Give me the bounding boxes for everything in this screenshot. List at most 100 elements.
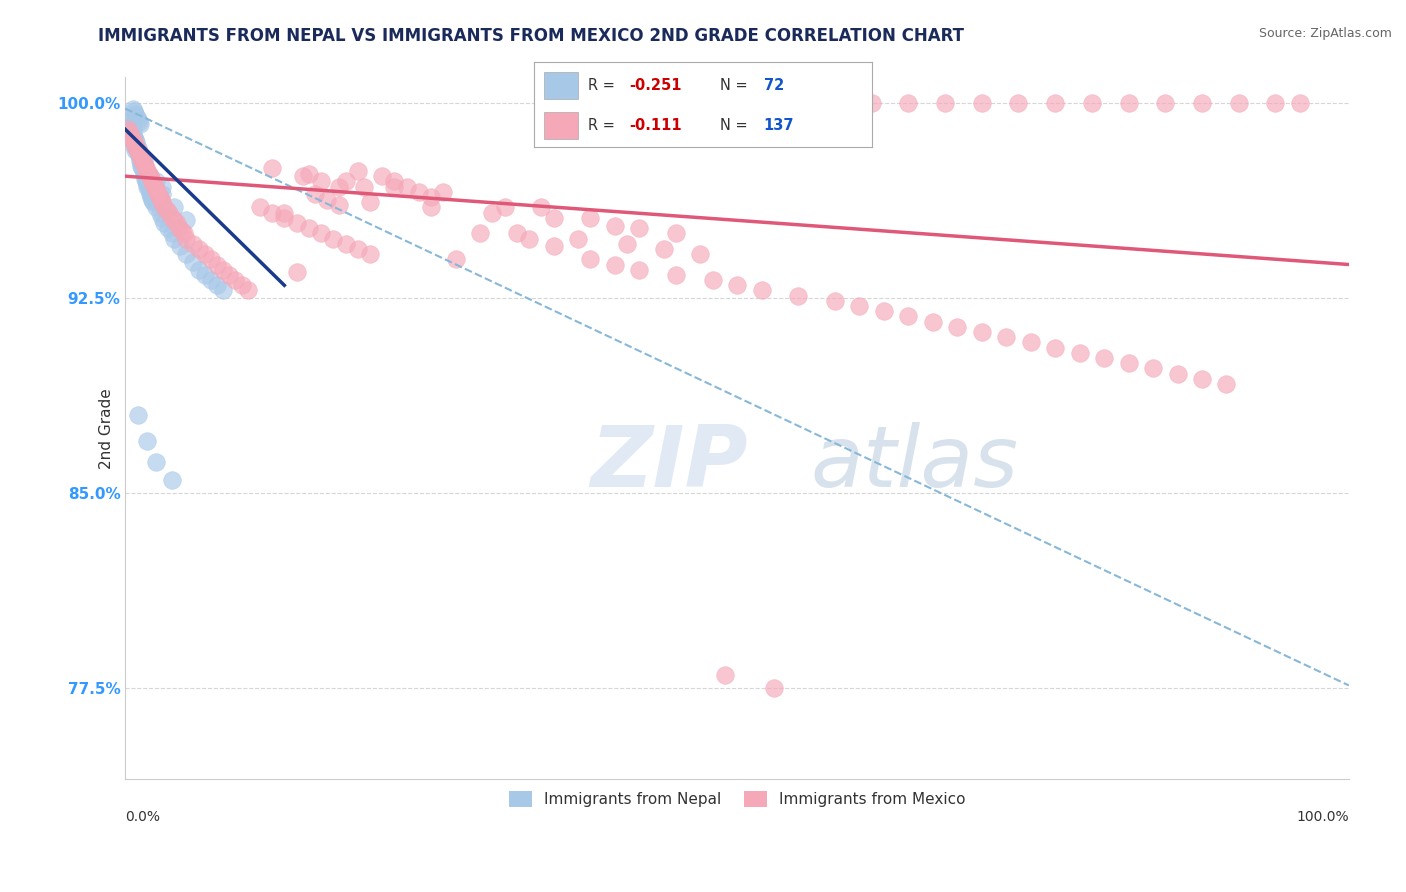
Point	[628, 221, 651, 235]
Point	[517, 231, 540, 245]
Point	[173, 227, 195, 241]
Point	[120, 117, 142, 131]
Point	[139, 185, 162, 199]
Point	[322, 231, 344, 245]
Point	[200, 252, 222, 267]
Point	[316, 193, 339, 207]
Point	[170, 224, 193, 238]
Point	[824, 293, 846, 308]
Point	[384, 179, 406, 194]
Point	[125, 140, 148, 154]
Point	[120, 130, 142, 145]
Point	[176, 247, 198, 261]
Point	[160, 211, 183, 225]
Point	[860, 96, 883, 111]
Point	[129, 151, 152, 165]
Point	[153, 216, 176, 230]
Point	[1081, 96, 1104, 111]
Point	[129, 151, 152, 165]
Point	[129, 159, 152, 173]
Point	[117, 122, 139, 136]
Point	[506, 227, 529, 241]
Point	[138, 167, 160, 181]
Text: ZIP: ZIP	[591, 422, 748, 505]
Text: Source: ZipAtlas.com: Source: ZipAtlas.com	[1258, 27, 1392, 40]
Point	[1154, 96, 1177, 111]
Text: R =: R =	[588, 118, 624, 133]
Point	[136, 179, 159, 194]
Point	[136, 177, 159, 191]
Point	[136, 434, 159, 449]
Point	[567, 231, 589, 245]
Point	[285, 265, 308, 279]
Point	[298, 167, 321, 181]
Point	[148, 205, 170, 219]
Point	[262, 205, 284, 219]
Legend: Immigrants from Nepal, Immigrants from Mexico: Immigrants from Nepal, Immigrants from M…	[502, 785, 972, 814]
Point	[124, 143, 146, 157]
Point	[628, 262, 651, 277]
Point	[132, 156, 155, 170]
Point	[231, 278, 253, 293]
Y-axis label: 2nd Grade: 2nd Grade	[100, 388, 114, 468]
Point	[970, 325, 993, 339]
Point	[995, 330, 1018, 344]
Point	[543, 211, 565, 225]
Point	[139, 169, 162, 184]
Point	[121, 122, 143, 136]
Point	[150, 195, 173, 210]
Point	[1007, 96, 1029, 111]
Point	[408, 185, 430, 199]
Point	[1289, 96, 1312, 111]
Point	[273, 205, 295, 219]
Point	[1227, 96, 1250, 111]
Point	[156, 202, 179, 217]
Point	[285, 216, 308, 230]
Point	[970, 96, 993, 111]
Point	[127, 143, 149, 157]
Point	[212, 284, 235, 298]
Text: 100.0%: 100.0%	[1296, 810, 1348, 824]
Point	[145, 200, 167, 214]
Text: 137: 137	[763, 118, 794, 133]
Point	[371, 169, 394, 184]
Point	[262, 161, 284, 176]
Point	[335, 236, 357, 251]
Point	[150, 187, 173, 202]
Point	[359, 247, 381, 261]
Text: N =: N =	[720, 78, 752, 93]
Point	[1215, 377, 1237, 392]
Point	[291, 169, 314, 184]
Point	[848, 299, 870, 313]
Point	[125, 110, 148, 124]
Point	[128, 148, 150, 162]
Point	[122, 130, 145, 145]
Point	[897, 96, 920, 111]
Point	[200, 273, 222, 287]
Point	[236, 284, 259, 298]
Point	[346, 242, 368, 256]
Point	[176, 231, 198, 245]
Point	[128, 145, 150, 160]
Point	[127, 112, 149, 126]
Point	[139, 187, 162, 202]
Point	[120, 130, 142, 145]
Bar	[544, 71, 578, 99]
Point	[468, 227, 491, 241]
Point	[121, 102, 143, 116]
Point	[1118, 356, 1140, 370]
Point	[163, 200, 186, 214]
Point	[921, 315, 943, 329]
Point	[187, 242, 209, 256]
Point	[579, 211, 602, 225]
Point	[702, 273, 724, 287]
Point	[395, 179, 418, 194]
Point	[328, 198, 350, 212]
Point	[145, 174, 167, 188]
Point	[128, 114, 150, 128]
Point	[205, 278, 228, 293]
Point	[359, 195, 381, 210]
Point	[134, 159, 156, 173]
Point	[494, 200, 516, 214]
Point	[118, 122, 141, 136]
